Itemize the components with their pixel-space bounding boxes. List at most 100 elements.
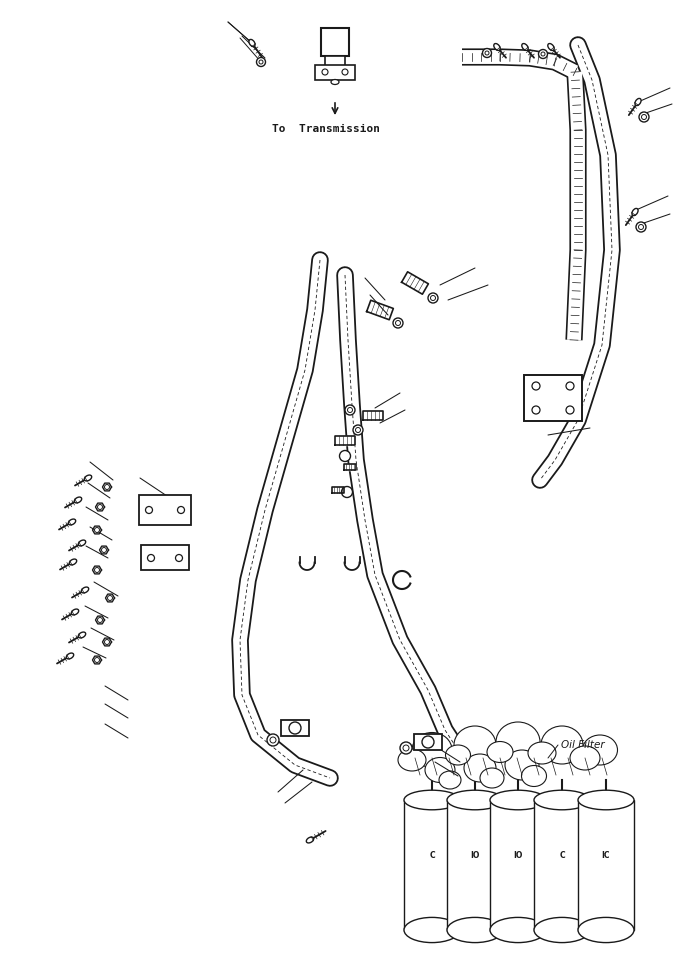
Bar [524,375,582,421]
Bar [315,65,355,80]
Ellipse shape [306,837,314,843]
Bar [325,56,345,66]
Text: C: C [559,851,565,860]
Circle shape [256,57,265,66]
Circle shape [322,69,328,75]
Ellipse shape [578,790,634,810]
Circle shape [340,451,351,461]
Ellipse shape [85,475,91,481]
Text: IO: IO [514,851,523,860]
Circle shape [94,568,100,572]
Circle shape [146,506,152,514]
Bar [534,800,590,930]
Polygon shape [332,487,344,493]
Circle shape [430,296,435,300]
Ellipse shape [447,918,503,943]
Ellipse shape [522,766,547,787]
Circle shape [345,405,355,415]
Circle shape [538,50,547,58]
Ellipse shape [69,519,76,525]
Circle shape [485,51,489,55]
Circle shape [393,318,403,328]
Circle shape [400,742,412,754]
Circle shape [353,425,363,435]
Text: C: C [429,851,435,860]
Circle shape [566,382,574,390]
Circle shape [541,52,545,56]
Ellipse shape [570,746,600,770]
Circle shape [175,554,182,562]
Bar [404,800,460,930]
Ellipse shape [522,43,528,51]
Polygon shape [363,411,383,419]
Ellipse shape [496,722,540,762]
Circle shape [396,321,401,325]
Ellipse shape [446,745,471,765]
Ellipse shape [534,918,590,943]
Ellipse shape [249,39,255,47]
Circle shape [102,547,107,552]
Circle shape [98,617,103,622]
Circle shape [105,639,109,644]
Bar [578,800,634,930]
Ellipse shape [635,99,641,105]
Text: To  Transmission: To Transmission [272,124,380,134]
Ellipse shape [425,758,455,783]
Bar [141,545,189,570]
Circle shape [639,112,649,122]
Ellipse shape [505,750,539,780]
Circle shape [532,382,540,390]
Circle shape [428,293,438,303]
Bar [414,734,442,750]
Circle shape [482,49,491,57]
Circle shape [356,428,360,433]
Circle shape [289,722,301,734]
Circle shape [342,486,353,498]
Ellipse shape [78,632,86,638]
Ellipse shape [331,79,339,84]
Ellipse shape [412,732,452,768]
Ellipse shape [494,43,500,51]
Polygon shape [344,464,356,470]
Ellipse shape [454,726,496,764]
Bar [281,720,309,736]
Ellipse shape [404,790,460,810]
Circle shape [270,737,276,743]
Bar [447,800,503,930]
Ellipse shape [81,587,89,593]
Ellipse shape [67,653,73,659]
Ellipse shape [71,609,79,615]
Ellipse shape [632,209,638,215]
Polygon shape [402,272,428,294]
Ellipse shape [74,497,82,503]
Ellipse shape [464,754,496,782]
Ellipse shape [578,918,634,943]
Circle shape [259,60,263,64]
Ellipse shape [404,918,460,943]
Circle shape [532,406,540,414]
Text: IO: IO [471,851,480,860]
Text: IC: IC [602,851,611,860]
Text: Oil Filter: Oil Filter [561,740,604,750]
Ellipse shape [487,742,513,763]
Circle shape [636,222,646,232]
Ellipse shape [490,918,546,943]
Polygon shape [335,435,355,444]
Circle shape [342,69,348,75]
Ellipse shape [78,540,86,545]
Ellipse shape [541,726,583,764]
Ellipse shape [447,790,503,810]
Ellipse shape [547,43,554,51]
Bar [321,28,349,56]
Polygon shape [367,300,394,320]
Circle shape [347,408,353,412]
Circle shape [422,736,434,748]
Ellipse shape [480,768,504,788]
Circle shape [403,745,409,751]
Circle shape [105,484,109,489]
Circle shape [638,225,644,230]
Ellipse shape [528,742,556,764]
Circle shape [94,657,100,662]
Circle shape [177,506,184,514]
Ellipse shape [583,735,617,765]
